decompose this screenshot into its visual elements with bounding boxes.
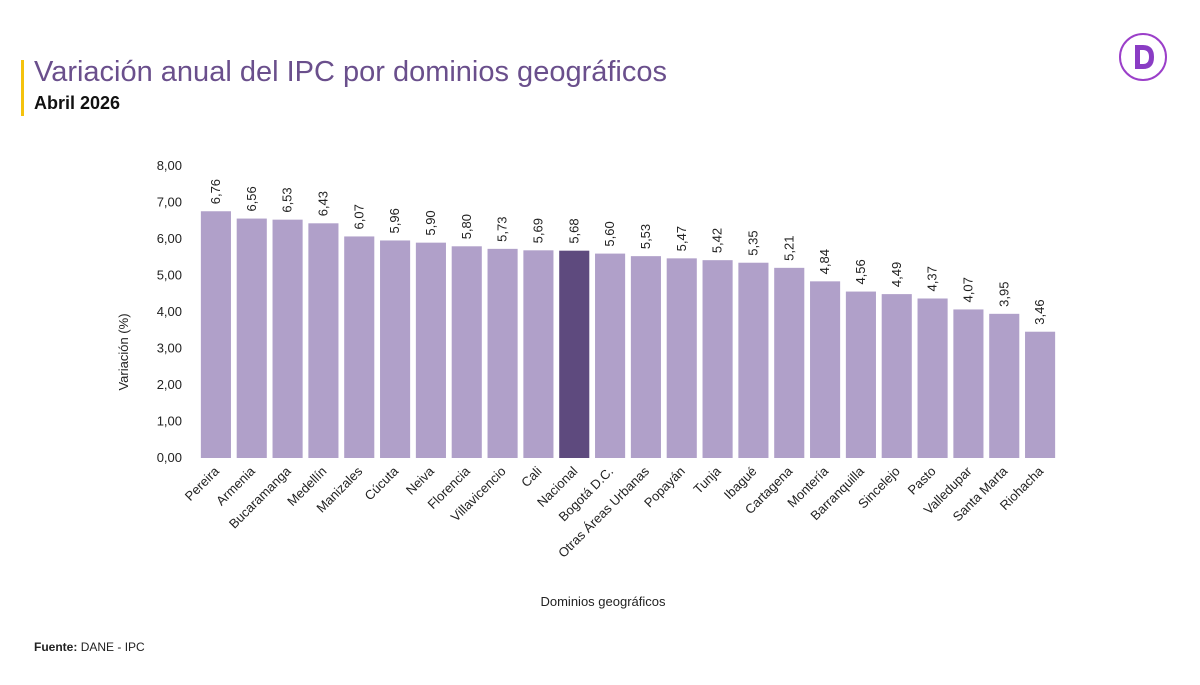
chart-title: Variación anual del IPC por dominios geo… [34, 56, 667, 88]
bar [881, 294, 912, 458]
value-label: 5,35 [745, 230, 760, 255]
value-label: 4,56 [853, 259, 868, 284]
value-label: 4,49 [889, 262, 904, 287]
value-label: 5,96 [387, 208, 402, 233]
y-axis-title: Variación (%) [116, 313, 131, 390]
value-label: 5,90 [423, 210, 438, 235]
bar-chart: Variación (%) Dominios geográficos 0,00 1… [116, 158, 1056, 609]
bar [917, 298, 948, 458]
value-labels: 6,76 6,56 6,53 6,43 6,07 5,96 5,90 5,80 5,73 5,69… [208, 179, 1047, 325]
y-axis-ticks: 0,00 1,00 2,00 3,00 4,00 5,00 6,00 7,00 8,00 [157, 158, 182, 465]
category-label: Cúcuta [361, 463, 401, 503]
value-label: 4,84 [817, 249, 832, 274]
value-label: 5,68 [566, 218, 581, 243]
dane-d-logo-icon [1118, 32, 1168, 82]
source-note: Fuente: DANE - IPC [34, 640, 145, 654]
bar [415, 242, 446, 458]
value-label: 5,69 [530, 218, 545, 243]
y-tick-label: 4,00 [157, 304, 182, 319]
value-label: 5,53 [638, 224, 653, 249]
bar [272, 219, 303, 458]
y-tick-label: 2,00 [157, 377, 182, 392]
bar [774, 267, 805, 458]
value-label: 4,37 [925, 266, 940, 291]
value-label: 5,60 [602, 221, 617, 246]
value-label: 5,73 [495, 217, 510, 242]
y-tick-label: 7,00 [157, 195, 182, 210]
bar [559, 250, 590, 458]
y-tick-label: 8,00 [157, 158, 182, 173]
y-tick-label: 5,00 [157, 268, 182, 283]
bar [595, 253, 626, 458]
bar [236, 218, 267, 458]
category-labels: PereiraArmeniaBucaramangaMedellínManizal… [182, 463, 1047, 560]
value-label: 5,80 [459, 214, 474, 239]
bars [200, 211, 1056, 458]
value-label: 6,76 [208, 179, 223, 204]
bar [630, 256, 661, 458]
x-axis-title: Dominios geográficos [540, 594, 666, 609]
y-tick-label: 3,00 [157, 341, 182, 356]
value-label: 3,46 [1032, 299, 1047, 324]
y-tick-label: 0,00 [157, 450, 182, 465]
value-label: 4,07 [960, 277, 975, 302]
title-accent-bar [21, 60, 24, 116]
category-label: Tunja [690, 463, 724, 497]
bar [989, 313, 1020, 458]
bar [953, 309, 984, 458]
y-tick-label: 6,00 [157, 231, 182, 246]
value-label: 6,56 [244, 186, 259, 211]
bar [738, 262, 769, 458]
value-label: 5,47 [674, 226, 689, 251]
chart-subtitle: Abril 2026 [34, 93, 121, 113]
bar [666, 258, 697, 458]
value-label: 6,53 [280, 187, 295, 212]
value-label: 5,42 [710, 228, 725, 253]
value-label: 6,07 [351, 204, 366, 229]
value-label: 5,21 [781, 236, 796, 261]
bar [308, 223, 339, 458]
y-tick-label: 1,00 [157, 414, 182, 429]
source-value: DANE - IPC [80, 640, 145, 654]
bar [451, 246, 482, 458]
bar [810, 281, 841, 458]
bar [200, 211, 231, 458]
bar [845, 291, 876, 458]
value-label: 3,95 [996, 282, 1011, 307]
bar [1025, 331, 1056, 458]
bar [344, 236, 375, 458]
bar [380, 240, 411, 458]
value-label: 6,43 [315, 191, 330, 216]
bar [702, 260, 733, 458]
category-label: Cali [518, 463, 545, 490]
source-label: Fuente: [34, 640, 78, 654]
bar [487, 248, 518, 458]
bar [523, 250, 554, 458]
